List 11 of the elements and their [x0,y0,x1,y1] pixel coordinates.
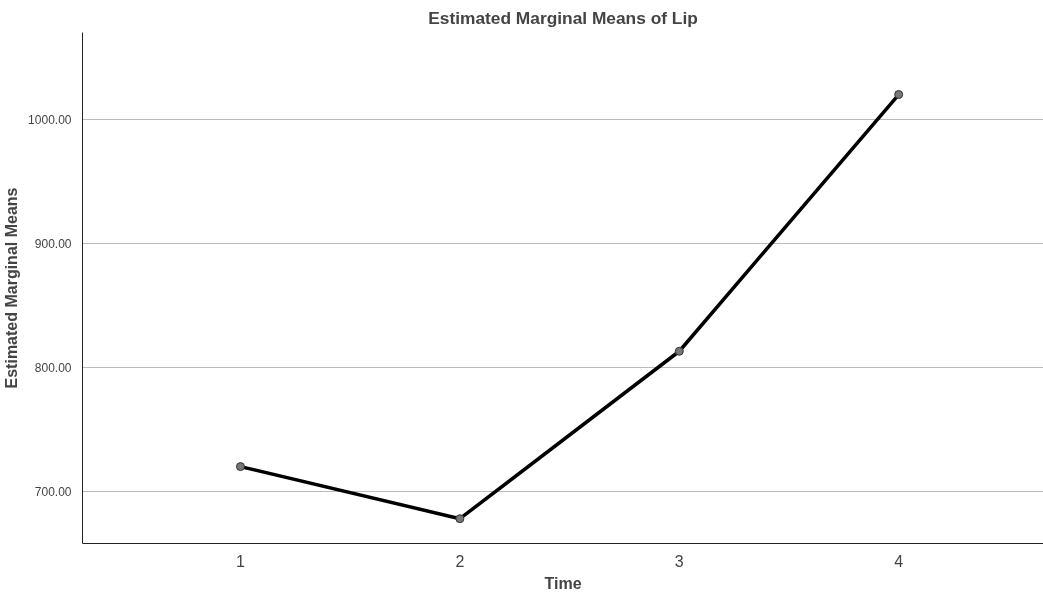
x-tick-label: 4 [894,552,904,570]
x-tick-label: 1 [236,552,246,570]
y-tick-label: 1000.00 [28,112,72,127]
y-axis-title: Estimated Marginal Means [3,187,21,389]
y-tick-label: 700.00 [34,484,72,499]
x-tick-label: 3 [674,552,684,570]
x-axis-title: Time [544,574,582,592]
chart-title: Estimated Marginal Means of Lip [428,7,698,28]
y-tick-label: 800.00 [34,360,72,375]
x-tick-label: 2 [455,552,465,570]
y-tick-label: 900.00 [34,236,72,251]
